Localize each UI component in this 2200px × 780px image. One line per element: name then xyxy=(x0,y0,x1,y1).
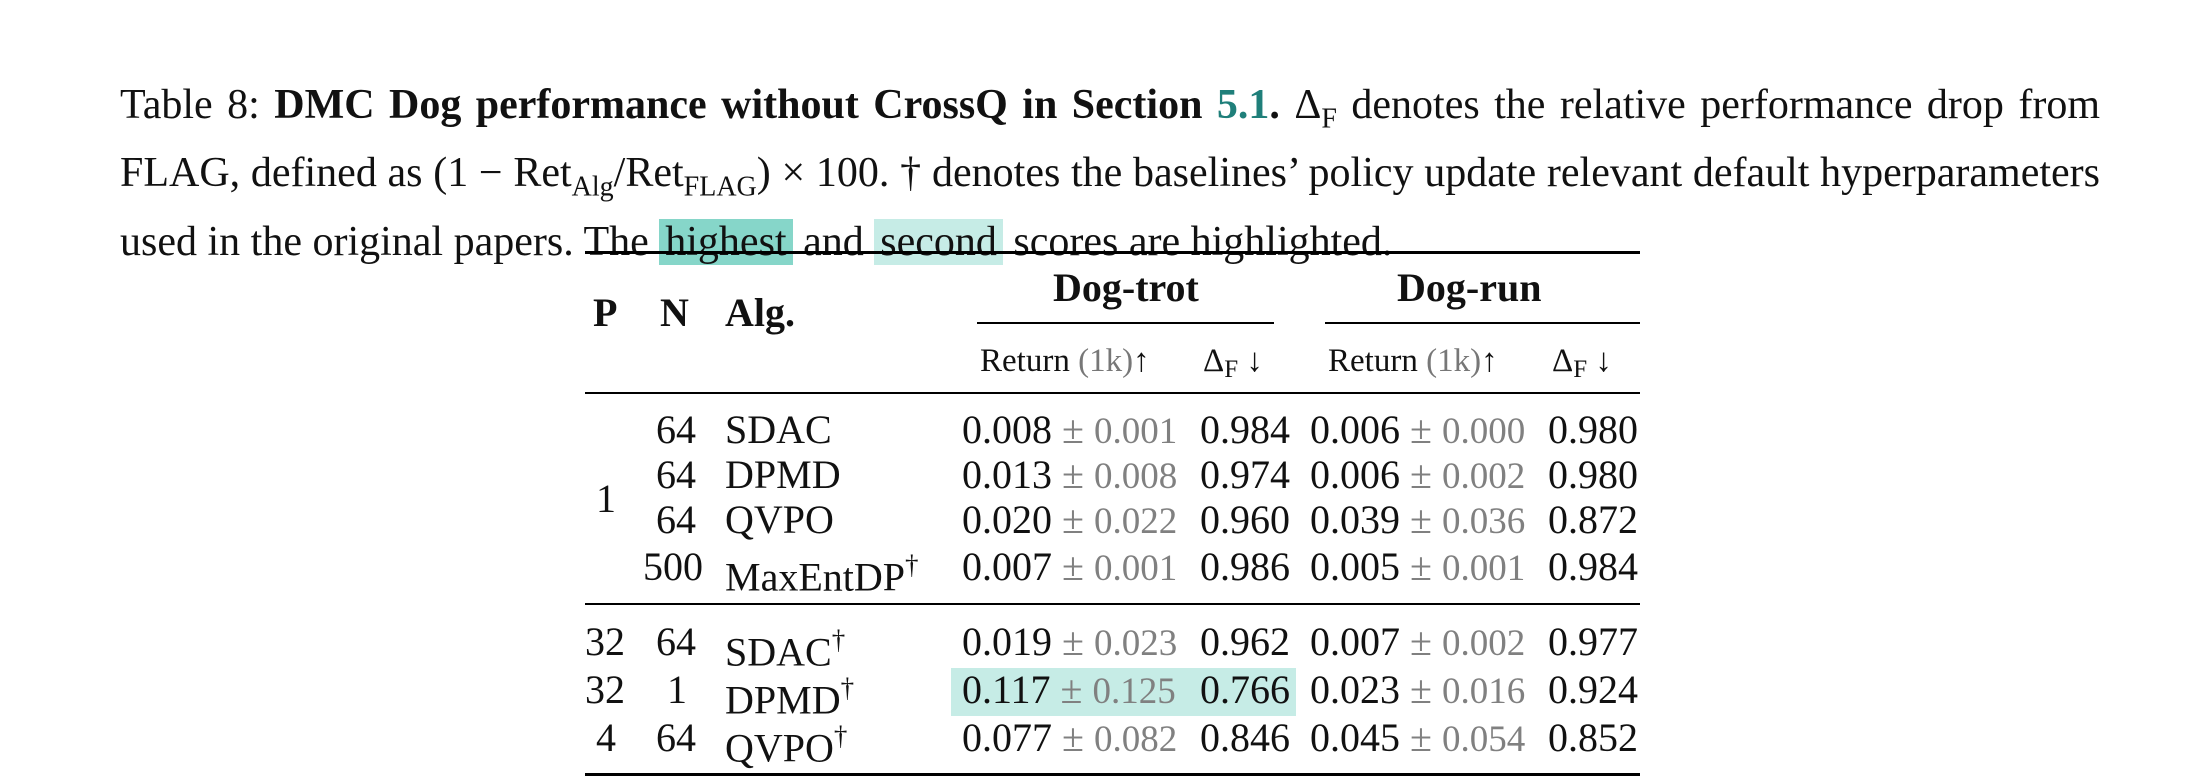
table-row: 32 64 SDAC† 0.019 ± 0.023 0.962 0.007 ± … xyxy=(585,619,1638,675)
section-link[interactable]: 5.1 xyxy=(1216,82,1270,128)
dog-run-cmidrule xyxy=(1325,322,1640,324)
dog-trot-cmidrule xyxy=(977,322,1274,324)
table-row: 64 DPMD 0.013 ± 0.008 0.974 0.006 ± 0.00… xyxy=(656,452,1638,498)
header-trot-return: Return (1k)↑ xyxy=(980,343,1150,379)
table-row: 64 SDAC 0.008 ± 0.001 0.984 0.006 ± 0.00… xyxy=(656,407,1638,453)
caption-formula: (1 − RetAlg/RetFLAG) × 100. xyxy=(433,150,890,203)
header-alg: Alg. xyxy=(725,290,795,335)
header-dog-trot: Dog-trot xyxy=(1053,265,1199,310)
header-run-return: Return (1k)↑ xyxy=(1328,343,1498,379)
header-dog-run: Dog-run xyxy=(1397,265,1542,310)
caption-title: DMC Dog performance without CrossQ in Se… xyxy=(274,82,1280,128)
table-row: 64 QVPO 0.020 ± 0.022 0.960 0.039 ± 0.03… xyxy=(656,497,1638,543)
bottom-rule xyxy=(585,773,1640,776)
delta-symbol: ΔF xyxy=(1294,82,1337,135)
caption-label: Table 8: xyxy=(120,82,260,128)
group1-p-cell: 1 xyxy=(596,476,616,521)
header-n: N xyxy=(660,290,689,335)
caption-text-3: scores are highlighted. xyxy=(1013,218,1393,265)
second-highlight-legend: second xyxy=(874,218,1003,265)
caption-text-2: † denotes the baselines’ policy update r… xyxy=(120,150,2101,265)
header-trot-delta: ΔF ↓ xyxy=(1203,343,1263,383)
second-best-highlight xyxy=(951,668,1296,716)
caption-text-1: denotes the relative performance drop fr… xyxy=(120,82,2100,197)
table-row: 32 1 DPMD† 0.117 ± 0.125 0.766 0.023 ± 0… xyxy=(585,667,1638,723)
table-row: 500 MaxEntDP† 0.007 ± 0.001 0.986 0.005 … xyxy=(643,544,1638,600)
table-caption: Table 8: DMC Dog performance without Cro… xyxy=(120,82,2101,265)
top-rule xyxy=(585,251,1640,254)
header-p: P xyxy=(593,290,618,335)
mid-rule xyxy=(585,603,1640,605)
highest-highlight-legend: highest xyxy=(659,218,793,265)
table-row: 4 64 QVPO† 0.077 ± 0.082 0.846 0.045 ± 0… xyxy=(596,715,1638,771)
header-run-delta: ΔF ↓ xyxy=(1552,343,1612,383)
header-rule xyxy=(585,392,1640,394)
